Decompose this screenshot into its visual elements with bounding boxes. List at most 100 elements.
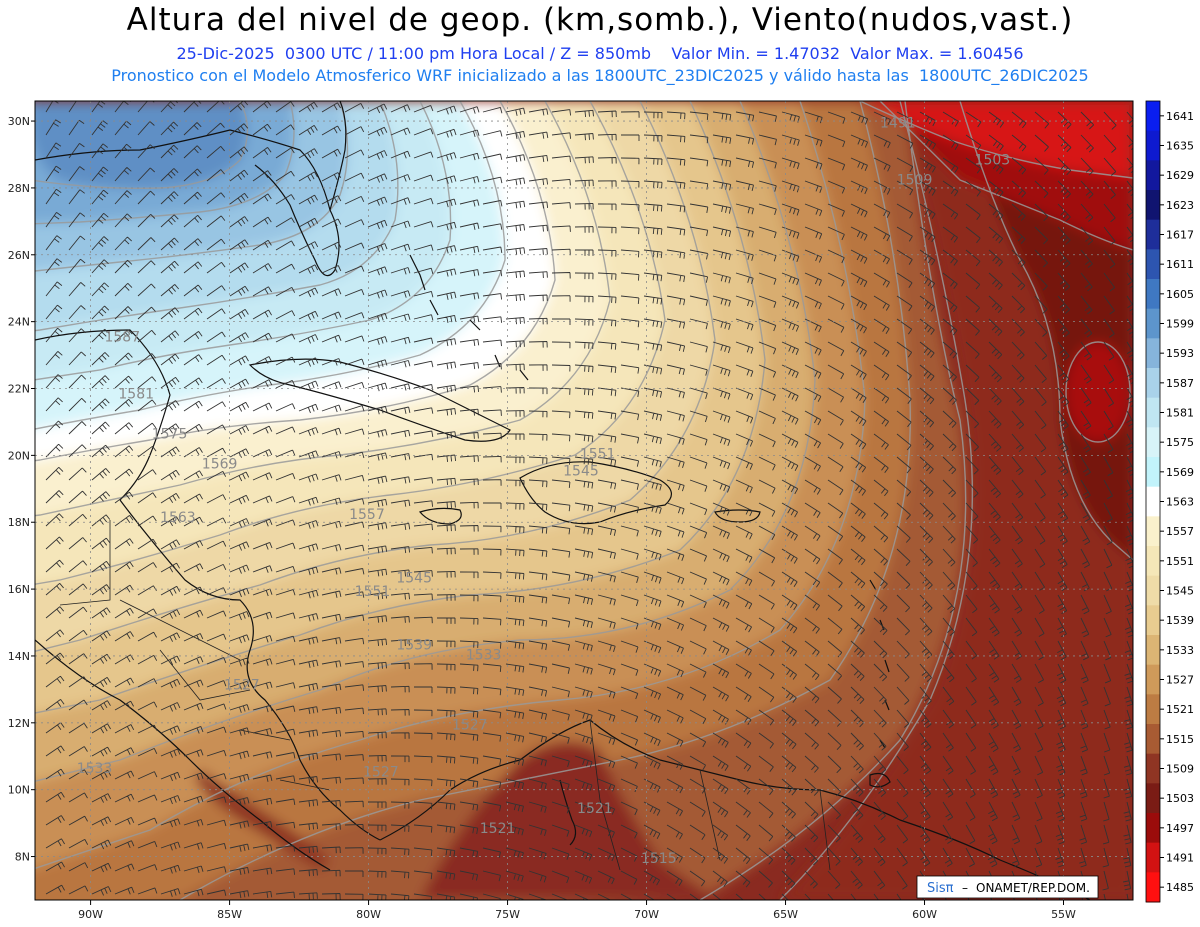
credit-box: Sisπ – ONAMET/REP.DOM. [916, 875, 1099, 899]
contour-label: 1527 [363, 764, 399, 780]
coast-gulf-florida [35, 129, 340, 277]
colorbar-segment [1146, 753, 1160, 784]
colorbar-segment [1146, 101, 1160, 132]
contour-1497 [879, 101, 1133, 251]
contour-label: 1533 [466, 647, 502, 663]
credit-text: ONAMET/REP.DOM. [976, 881, 1090, 895]
coast-south-america [379, 719, 1091, 900]
colorbar-label: 1641 [1166, 110, 1194, 123]
contour-1569 [35, 101, 506, 430]
colorbar-label: 1491 [1166, 852, 1194, 865]
forecast-time-line: 25-Dic-2025 0300 UTC / 11:00 pm Hora Loc… [176, 44, 1024, 63]
contour-label: 1563 [160, 510, 196, 526]
colorbar-label: 1539 [1166, 614, 1194, 627]
colorbar-segment [1146, 486, 1160, 517]
x-tick-label: 85W [217, 908, 242, 921]
contour-1533 [35, 101, 816, 782]
colorbar-segment [1146, 338, 1160, 369]
contour-1509 [779, 101, 974, 900]
colorbar-label: 1587 [1166, 377, 1194, 390]
colorbar-label: 1533 [1166, 644, 1194, 657]
contour-1599 [35, 101, 249, 190]
y-tick-label: 8N [15, 851, 30, 864]
colorbar-label: 1569 [1166, 466, 1194, 479]
contour-label: 1527 [452, 718, 488, 734]
coast-central-america-pacific [35, 639, 331, 871]
border-mx-gt [59, 520, 111, 606]
colorbar-label: 1617 [1166, 229, 1194, 242]
border-ca [119, 599, 331, 791]
colorbar-segment [1146, 842, 1160, 873]
colorbar-segment [1146, 397, 1160, 428]
contour-label: 1515 [641, 851, 677, 867]
y-tick-label: 30N [8, 115, 30, 128]
contour-cell [1065, 341, 1131, 443]
coast-lake-maracaibo [559, 779, 577, 846]
colorbar-label: 1581 [1166, 407, 1194, 420]
colorbar-segment [1146, 575, 1160, 606]
contour-label: 1521 [577, 801, 613, 817]
colorbar-segment [1146, 457, 1160, 488]
colorbar-segment [1146, 872, 1160, 903]
colorbar-segment [1146, 694, 1160, 725]
colorbar-segment [1146, 427, 1160, 458]
y-tick-label: 12N [8, 717, 30, 730]
colorbar-label: 1557 [1166, 525, 1194, 538]
coast-hispaniola [519, 461, 672, 525]
colorbar-label: 1575 [1166, 436, 1194, 449]
colorbar-label: 1599 [1166, 318, 1194, 331]
contour-label: 1551 [355, 584, 391, 600]
colorbar-segment [1146, 783, 1160, 814]
colorbar-label: 1521 [1166, 703, 1194, 716]
colorbar-label: 1497 [1166, 822, 1194, 835]
colorbar: 1641 1635 1629 1623 1617 1611 1605 1599 1593 1587… [1145, 100, 1194, 903]
contour-label: 1575 [152, 427, 188, 443]
colorbar-segment [1146, 546, 1160, 577]
chart-title: Altura del nivel de geop. (km,somb.), Vi… [126, 2, 1074, 38]
colorbar-label: 1545 [1166, 585, 1194, 598]
coast-cuba [248, 358, 511, 442]
contour-1539 [35, 101, 766, 714]
map-area [35, 101, 1133, 900]
y-axis: 30N 28N 26N 24N 22N 20N 18N 16N 14N 12N 10N 8N [8, 115, 35, 864]
contour-label: 1545 [396, 570, 432, 586]
contour-1557 [35, 101, 611, 517]
map-frame [34, 100, 1134, 901]
contour-label: 1545 [563, 463, 599, 479]
contour-1545 [35, 101, 716, 652]
y-tick-label: 24N [8, 316, 30, 329]
colorbar-segment [1146, 279, 1160, 310]
x-tick-label: 60W [912, 908, 937, 921]
x-tick-label: 80W [356, 908, 381, 921]
contour-1593 [35, 101, 295, 225]
contour-1515 [699, 101, 967, 900]
colorbar-segment [1146, 664, 1160, 695]
coast-central-america [119, 499, 381, 841]
contour-label: 1509 [897, 173, 933, 189]
colorbar-label: 1509 [1166, 763, 1194, 776]
colorbar-label: 1551 [1166, 555, 1194, 568]
contour-1521 [179, 101, 911, 900]
y-tick-label: 20N [8, 449, 30, 462]
contour-lines [35, 101, 1133, 900]
coast-yucatan [35, 329, 171, 501]
height-field-shading [35, 101, 1133, 900]
coastlines [35, 101, 1091, 900]
y-tick-label: 28N [8, 182, 30, 195]
colorbar-segment [1146, 368, 1160, 399]
colorbar-segment [1146, 635, 1160, 666]
y-tick-label: 18N [8, 516, 30, 529]
colorbar-segment [1146, 249, 1160, 280]
contour-label: 1569 [202, 457, 238, 473]
colorbar-label: 1485 [1166, 881, 1194, 894]
contour-label: 1503 [975, 153, 1011, 169]
colorbar-label: 1623 [1166, 199, 1194, 212]
x-tick-label: 90W [78, 908, 103, 921]
contour-label: 1587 [104, 330, 140, 346]
colorbar-segment [1146, 308, 1160, 339]
contour-label: 1557 [349, 507, 385, 523]
y-tick-label: 26N [8, 249, 30, 262]
colorbar-segment [1146, 219, 1160, 250]
